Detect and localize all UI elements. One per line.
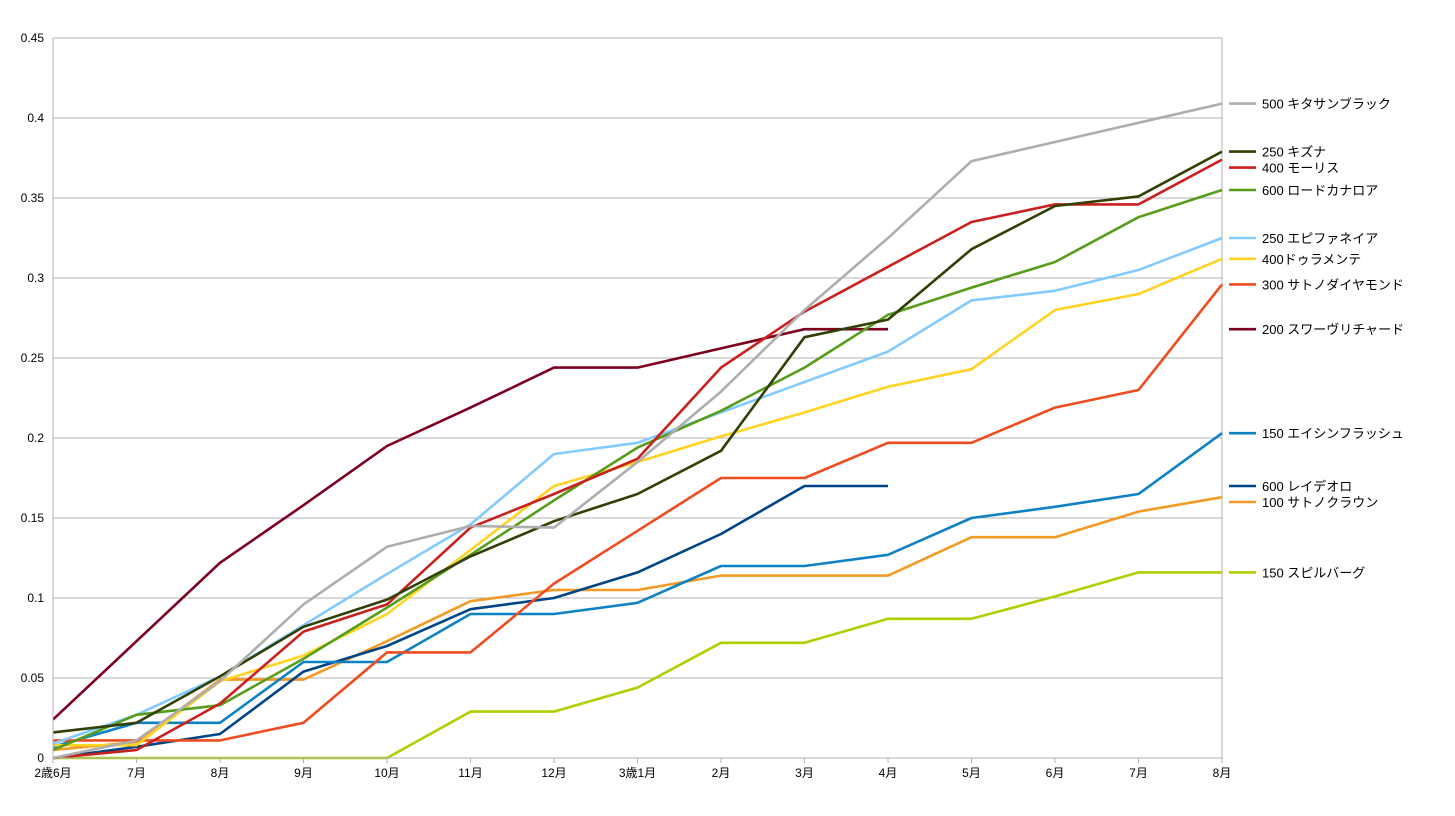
legend-entry: 250 キズナ [1229,145,1326,160]
y-tick-label: 0.4 [27,111,44,125]
legend-label: 500 キタサンブラック [1262,97,1391,112]
legend-entry: 200 スワーヴリチャード [1229,322,1404,337]
series-line [52,327,888,721]
y-tick-label: 0 [37,751,44,765]
series-line [52,158,1223,760]
y-tick-label: 0.15 [21,511,45,525]
y-tick-label: 0.05 [21,671,45,685]
series-line [52,150,1223,734]
y-tick-label: 0.3 [27,271,44,285]
legend-entry: 600 ロードカナロア [1229,183,1378,198]
legend-entry: 400ドゥラメンテ [1229,252,1361,267]
legend-label: 400ドゥラメンテ [1262,252,1361,267]
series-line [52,236,1223,745]
legend-label: 150 エイシンフラッシュ [1262,426,1404,441]
legend-label: 100 サトノクラウン [1262,495,1378,510]
legend-label: 600 レイデオロ [1262,479,1352,494]
legend-entry: 500 キタサンブラック [1229,97,1391,112]
x-tick-label: 4月 [879,766,898,780]
y-tick-label: 0.25 [21,351,45,365]
legend-entry: 400 モーリス [1229,161,1339,176]
series-line [52,495,1223,752]
legend-entry: 150 スピルバーグ [1229,565,1365,580]
y-tick-label: 0.1 [27,591,44,605]
series-line [52,432,1223,749]
legend-label: 200 スワーヴリチャード [1262,322,1404,337]
x-tick-label: 8月 [211,766,230,780]
x-tick-label: 6月 [1046,766,1065,780]
y-tick-label: 0.2 [27,431,44,445]
x-tick-label: 11月 [458,766,482,780]
legend-entry: 300 サトノダイヤモンド [1229,277,1404,292]
y-tick-label: 0.45 [21,31,45,45]
x-tick-label: 7月 [127,766,146,780]
legend-label: 300 サトノダイヤモンド [1262,277,1404,292]
x-tick-label: 3歳1月 [619,766,656,780]
legend-entry: 150 エイシンフラッシュ [1229,426,1404,441]
gridlines [53,37,1223,759]
x-tick-label: 5月 [962,766,981,780]
legend-label: 400 モーリス [1262,161,1339,176]
legend-label: 600 ロードカナロア [1262,183,1378,198]
legend-entry: 250 エピファネイア [1229,231,1378,246]
series-line [52,102,1223,760]
series-line [52,188,1223,752]
x-tick-label: 9月 [294,766,313,780]
y-tick-label: 0.35 [21,191,45,205]
x-tick-label: 12月 [541,766,566,780]
axes: 0 0.05 0.1 0.15 0.2 0.25 0.3 0.35 0.4 0.45 2歳6月 7月 8… [21,31,1232,780]
series-lines [52,102,1224,760]
x-tick-label: 2歳6月 [34,766,71,780]
series-line [52,484,888,760]
x-tick-label: 2月 [712,766,731,780]
legend-entry: 100 サトノクラウン [1229,495,1378,510]
legend-label: 250 キズナ [1262,145,1326,160]
series-line [53,571,1222,760]
x-tick-label: 7月 [1129,766,1148,780]
x-tick-label: 10月 [374,766,399,780]
legend-label: 150 スピルバーグ [1262,565,1365,580]
x-tick-label: 8月 [1213,766,1232,780]
x-tick-label: 3月 [795,766,814,780]
legend-entry: 600 レイデオロ [1229,479,1352,494]
series-line [53,283,1224,742]
legend-label: 250 エピファネイア [1262,231,1378,246]
